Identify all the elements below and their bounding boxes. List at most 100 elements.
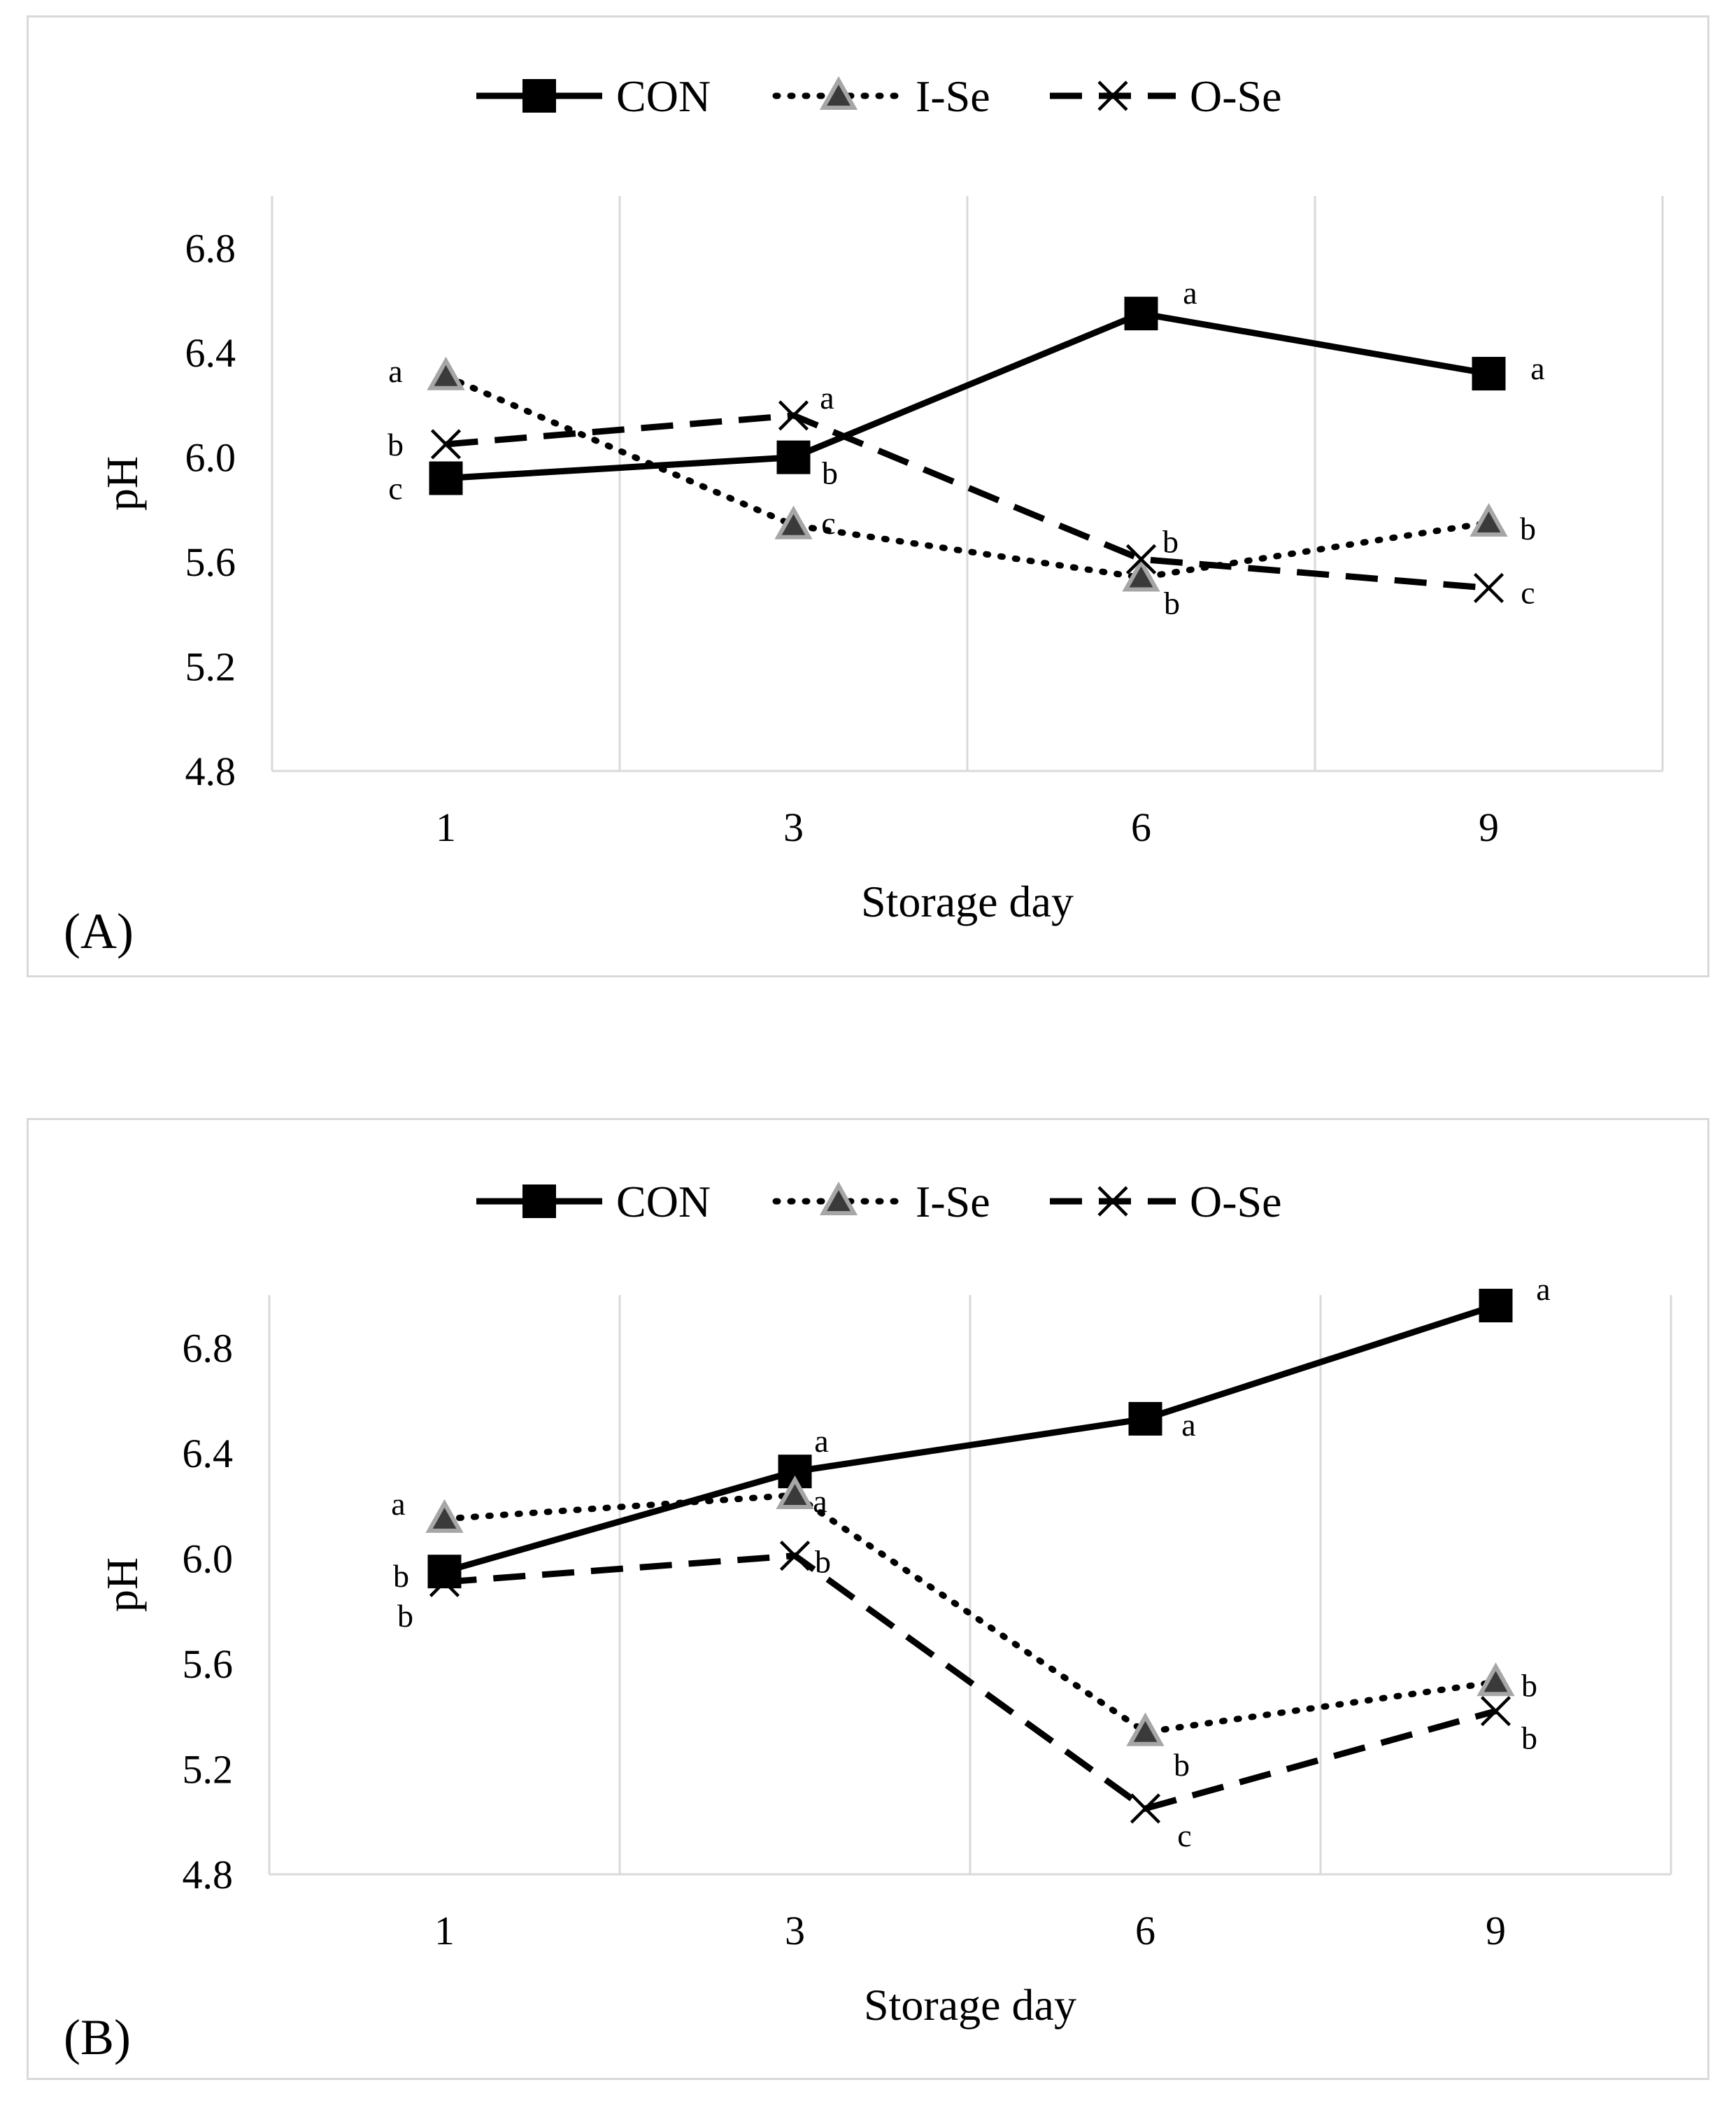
data-point-con (1479, 1289, 1513, 1323)
legend-marker-con (522, 79, 556, 113)
data-point-con (1124, 297, 1158, 331)
significance-label-o-se: a (820, 380, 834, 416)
legend-item-i-se: I-Se (772, 1177, 990, 1226)
data-point-o-se (429, 1566, 460, 1597)
y-axis-title: pH (97, 456, 147, 511)
chart-a-svg: 4.8 5.2 5.6 6.0 6.4 6.8 1 3 6 9 Storage day pH (A) CO… (64, 71, 1664, 959)
legend-marker-o-se (1097, 80, 1128, 111)
significance-label-con: a (1181, 1407, 1195, 1443)
legend-item-o-se: O-Se (1050, 1177, 1282, 1226)
legend-marker-o-se (1097, 1186, 1128, 1217)
significance-label-i-se: b (1520, 511, 1536, 546)
legend-item-con: CON (476, 1177, 711, 1226)
significance-label-i-se: b (1164, 586, 1180, 621)
legend-item-con: CON (476, 71, 711, 121)
data-point-o-se (1473, 572, 1504, 604)
data-point-o-se (1480, 1696, 1511, 1727)
legend-marker-con (522, 1184, 556, 1218)
panel-label: (B) (64, 2009, 131, 2065)
y-tick-label: 6.8 (185, 226, 236, 271)
y-tick-label: 6.8 (183, 1325, 234, 1371)
series-line-o-se (446, 412, 1489, 591)
chart-panel-b: 4.8 5.2 5.6 6.0 6.4 6.8 1 3 6 9 Storage day pH (B) CO… (27, 1118, 1709, 2080)
x-tick-label: 3 (783, 805, 804, 850)
legend-item-i-se: I-Se (772, 71, 990, 121)
significance-label-o-se: c (1521, 574, 1535, 610)
y-axis-title: pH (97, 1557, 147, 1612)
legend-label-i-se: I-Se (916, 1177, 990, 1226)
y-tick-label: 4.8 (185, 749, 236, 794)
legend-label-i-se: I-Se (916, 71, 990, 121)
x-tick-label: 1 (434, 1908, 455, 1953)
x-tick-label: 9 (1479, 805, 1499, 850)
significance-label-o-se: b (815, 1544, 831, 1580)
data-point-o-se (1125, 544, 1157, 574)
legend-label-con: CON (616, 71, 711, 121)
significance-label-o-se: b (397, 1598, 413, 1634)
series-line-i-se (443, 373, 1492, 581)
data-point-con (1128, 1401, 1162, 1436)
chart-b-svg: 4.8 5.2 5.6 6.0 6.4 6.8 1 3 6 9 Storage day pH (B) CO… (64, 1177, 1672, 2065)
series-line-i-se (441, 1492, 1499, 1736)
x-axis-title: Storage day (864, 1980, 1076, 2030)
data-point-i-se (1122, 558, 1160, 592)
significance-label-i-se: a (391, 1486, 405, 1522)
data-point-o-se (1130, 1793, 1161, 1824)
legend-marker-i-se (819, 76, 858, 110)
y-tick-label: 5.2 (183, 1746, 234, 1792)
y-tick-label: 5.6 (185, 539, 236, 585)
series-line-o-se (444, 1552, 1497, 1812)
significance-label-i-se: a (388, 353, 402, 389)
significance-label-con: b (822, 455, 838, 491)
data-point-con (1472, 357, 1506, 391)
x-tick-label: 9 (1486, 1908, 1506, 1953)
legend-marker-i-se (819, 1181, 858, 1215)
series-line-con (446, 310, 1490, 482)
data-point-i-se (1477, 1662, 1515, 1697)
significance-label-con: a (1530, 351, 1544, 386)
y-tick-label: 5.2 (185, 644, 236, 690)
data-point-o-se (779, 1541, 811, 1571)
data-point-i-se (776, 1475, 814, 1510)
significance-label-con: c (388, 471, 402, 507)
legend-label-o-se: O-Se (1190, 71, 1282, 121)
significance-label-o-se: b (1521, 1720, 1537, 1756)
panel-label: (A) (64, 903, 134, 959)
significance-label-i-se: a (813, 1483, 827, 1519)
x-tick-label: 6 (1131, 805, 1151, 850)
y-tick-label: 6.0 (185, 435, 236, 481)
significance-label-i-se: b (1521, 1667, 1537, 1703)
data-point-o-se (430, 429, 462, 460)
y-tick-label: 6.0 (183, 1536, 234, 1581)
data-point-o-se (778, 400, 809, 431)
significance-label-con: b (393, 1558, 409, 1594)
y-tick-label: 6.4 (185, 330, 236, 376)
legend-label-con: CON (616, 1177, 711, 1226)
data-point-i-se (774, 505, 813, 539)
significance-label-o-se: b (387, 427, 404, 462)
x-tick-label: 1 (436, 805, 456, 850)
legend-label-o-se: O-Se (1190, 1177, 1282, 1226)
data-point-i-se (1126, 1712, 1165, 1746)
x-axis-title: Storage day (861, 877, 1074, 926)
y-tick-label: 5.6 (183, 1641, 234, 1687)
significance-label-o-se: b (1162, 523, 1179, 559)
chart-panel-a: 4.8 5.2 5.6 6.0 6.4 6.8 1 3 6 9 Storage day pH (A) CO… (27, 15, 1709, 977)
data-point-i-se (425, 1499, 464, 1533)
x-tick-label: 3 (785, 1908, 805, 1953)
significance-label-con: a (1536, 1271, 1550, 1307)
significance-label-o-se: c (1177, 1818, 1191, 1853)
x-tick-label: 6 (1135, 1908, 1155, 1953)
y-tick-label: 4.8 (183, 1852, 234, 1897)
data-point-con (429, 461, 463, 495)
significance-label-con: a (1183, 275, 1197, 311)
data-point-i-se (427, 356, 465, 390)
significance-label-con: a (814, 1423, 828, 1459)
data-point-con (776, 440, 811, 474)
significance-label-i-se: b (1174, 1747, 1190, 1783)
significance-label-i-se: c (821, 505, 835, 541)
data-point-i-se (1470, 502, 1508, 537)
y-tick-label: 6.4 (183, 1431, 234, 1476)
series-line-con (443, 1302, 1497, 1575)
legend-item-o-se: O-Se (1050, 71, 1282, 121)
